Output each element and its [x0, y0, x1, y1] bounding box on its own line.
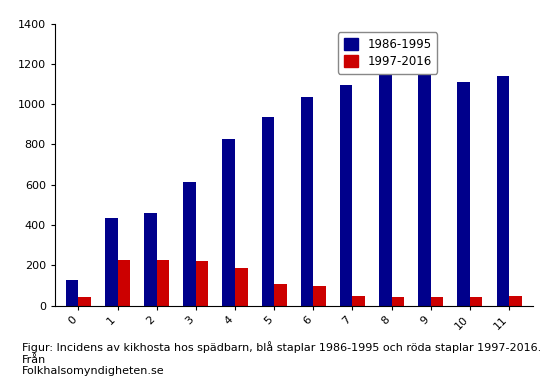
Bar [340, 85, 352, 306]
Bar [496, 76, 509, 306]
Bar [117, 260, 130, 306]
Bar [183, 182, 196, 306]
Bar [274, 283, 287, 306]
Bar [431, 297, 443, 306]
Bar [391, 297, 404, 306]
Text: Figur: Incidens av kikhosta hos spädbarn, blå staplar 1986-1995 och röda staplar: Figur: Incidens av kikhosta hos spädbarn… [22, 341, 541, 376]
Bar [79, 297, 91, 306]
Bar [470, 297, 483, 306]
Bar [313, 286, 326, 306]
Bar [379, 73, 391, 306]
Bar [196, 261, 209, 306]
Bar [222, 140, 235, 306]
Bar [418, 64, 431, 306]
Bar [509, 296, 522, 306]
Bar [156, 260, 169, 306]
Bar [301, 97, 313, 306]
Bar [262, 117, 274, 306]
Bar [105, 218, 117, 306]
Legend: 1986-1995, 1997-2016: 1986-1995, 1997-2016 [338, 32, 438, 74]
Bar [457, 82, 470, 306]
Bar [66, 279, 79, 306]
Bar [144, 213, 156, 306]
Bar [235, 268, 248, 306]
Bar [352, 296, 365, 306]
